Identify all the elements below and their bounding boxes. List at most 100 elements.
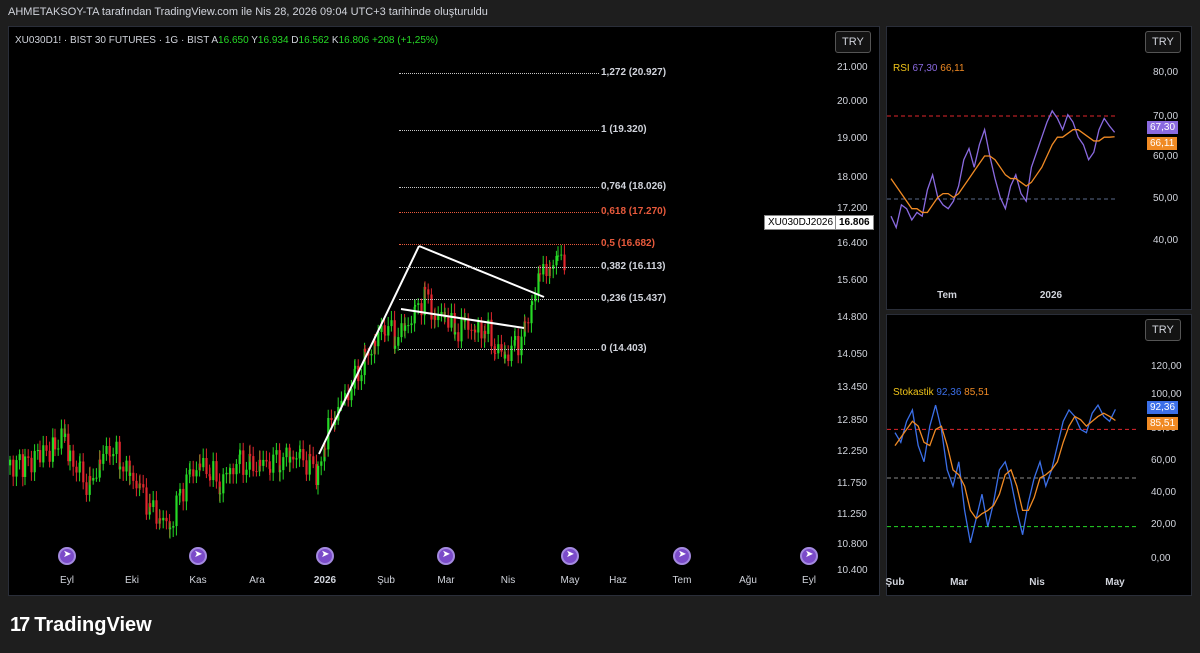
stoch-currency-button[interactable]: TRY bbox=[1145, 319, 1181, 341]
candle bbox=[474, 325, 477, 342]
price-axis-tick: 17.200 bbox=[837, 203, 868, 214]
candle bbox=[504, 345, 507, 364]
close-label: K bbox=[331, 35, 339, 46]
candle bbox=[292, 450, 295, 469]
event-marker-icon[interactable] bbox=[189, 547, 207, 565]
fib-level-label: 0,764 (18.026) bbox=[601, 181, 667, 192]
symbol-legend: XU030D1! · BIST 30 FUTURES · 1G · BIST A… bbox=[15, 35, 438, 46]
symbol-price-tag: XU030DJ2026 bbox=[764, 215, 838, 230]
fib-level-label: 0,382 (16.113) bbox=[601, 261, 666, 272]
price-axis-tick: 19.000 bbox=[837, 133, 868, 144]
candle bbox=[192, 460, 195, 484]
drawing-trendlines bbox=[318, 245, 545, 455]
candle bbox=[390, 310, 393, 332]
candle bbox=[360, 368, 363, 391]
event-marker-icon[interactable] bbox=[58, 547, 76, 565]
candle bbox=[24, 448, 27, 486]
stochastic-panel[interactable]: TRY Stokastik 92,36 85,51 120,00100,0080… bbox=[886, 314, 1192, 596]
stoch-time-tick: Mar bbox=[950, 577, 968, 588]
candle bbox=[500, 334, 503, 357]
tradingview-logo[interactable]: 17 TradingView bbox=[10, 614, 152, 637]
candle bbox=[202, 448, 205, 472]
rsi-line bbox=[890, 109, 1116, 230]
chart-caption: AHMETAKSOY-TA tarafından TradingView.com… bbox=[8, 6, 488, 18]
fib-level-label: 1,272 (20.927) bbox=[601, 67, 667, 78]
candle bbox=[312, 446, 315, 469]
fib-level-line[interactable] bbox=[399, 349, 599, 350]
candle bbox=[305, 451, 308, 482]
main-price-chart[interactable]: XU030D1! · BIST 30 FUTURES · 1G · BIST A… bbox=[8, 26, 880, 596]
candle bbox=[370, 349, 373, 365]
currency-button[interactable]: TRY bbox=[835, 31, 871, 53]
candle bbox=[119, 462, 122, 479]
fib-level-line[interactable] bbox=[399, 130, 599, 131]
stoch-d-value: 85,51 bbox=[964, 387, 990, 398]
candle bbox=[510, 336, 513, 367]
rsi-currency-button[interactable]: TRY bbox=[1145, 31, 1181, 53]
candle bbox=[172, 521, 175, 538]
candle bbox=[185, 468, 188, 511]
time-axis-tick: Tem bbox=[672, 575, 692, 586]
candle bbox=[212, 452, 215, 487]
fib-level-label: 0,236 (15.437) bbox=[601, 293, 667, 304]
high-label: Y bbox=[251, 35, 258, 46]
price-axis-tick: 11.250 bbox=[837, 509, 867, 520]
fib-level-line[interactable] bbox=[399, 244, 599, 245]
event-marker-icon[interactable] bbox=[800, 547, 818, 565]
candle bbox=[507, 345, 510, 367]
fib-level-line[interactable] bbox=[399, 187, 599, 188]
candle bbox=[142, 474, 145, 494]
candle bbox=[72, 444, 75, 476]
close-value: 16.806 bbox=[338, 35, 370, 46]
candle bbox=[64, 424, 67, 441]
stoch-axis-tick: 20,00 bbox=[1151, 519, 1177, 530]
candle bbox=[285, 443, 288, 467]
fib-level-line[interactable] bbox=[399, 299, 599, 300]
time-axis-tick: Eki bbox=[125, 575, 139, 586]
candle bbox=[400, 313, 403, 343]
price-axis-tick: 12.850 bbox=[837, 415, 868, 426]
candle bbox=[18, 449, 21, 470]
candle bbox=[79, 453, 82, 471]
candle bbox=[309, 444, 312, 461]
fib-level-line[interactable] bbox=[399, 73, 599, 74]
candle bbox=[497, 334, 500, 359]
price-axis-tick: 14.050 bbox=[837, 349, 868, 360]
candle bbox=[48, 441, 51, 468]
candle bbox=[175, 491, 178, 536]
candle bbox=[51, 428, 54, 468]
stoch-axis-tick: 100,00 bbox=[1151, 389, 1182, 400]
time-axis-tick: Ağu bbox=[739, 575, 757, 586]
symbol-name: XU030D1! · BIST 30 FUTURES · 1G · BIST bbox=[15, 35, 210, 46]
time-axis-tick: Kas bbox=[189, 575, 207, 586]
price-axis-tick: 10.800 bbox=[837, 539, 868, 550]
rsi-panel[interactable]: TRY RSI 67,30 66,11 80,00 70,00 60,00 50,00… bbox=[886, 26, 1192, 310]
event-marker-icon[interactable] bbox=[316, 547, 334, 565]
candle bbox=[205, 448, 208, 479]
rsi-axis-tick: 40,00 bbox=[1153, 235, 1179, 246]
time-axis-tick: Şub bbox=[377, 575, 395, 586]
candle bbox=[115, 435, 118, 464]
candle bbox=[15, 455, 18, 487]
candle bbox=[487, 312, 490, 343]
current-price-tag: 16.806 bbox=[835, 215, 874, 230]
stoch-legend: Stokastik 92,36 85,51 bbox=[893, 387, 989, 398]
stoch-time-tick: Şub bbox=[885, 577, 905, 588]
stoch-time-tick: May bbox=[1105, 577, 1125, 588]
low-value: 16.562 bbox=[298, 35, 330, 46]
candle bbox=[545, 256, 548, 284]
candle bbox=[447, 307, 450, 332]
candle bbox=[279, 465, 282, 482]
candle bbox=[225, 466, 228, 484]
stoch-time-tick: Nis bbox=[1029, 577, 1045, 588]
event-marker-icon[interactable] bbox=[561, 547, 579, 565]
candle bbox=[404, 317, 407, 339]
event-marker-icon[interactable] bbox=[673, 547, 691, 565]
candle bbox=[39, 440, 42, 468]
time-axis-tick: Mar bbox=[437, 575, 455, 586]
fib-level-line[interactable] bbox=[399, 212, 599, 213]
rsi-time-tick: 2026 bbox=[1039, 290, 1063, 301]
candle bbox=[494, 343, 497, 360]
event-marker-icon[interactable] bbox=[437, 547, 455, 565]
fib-level-line[interactable] bbox=[399, 267, 599, 268]
